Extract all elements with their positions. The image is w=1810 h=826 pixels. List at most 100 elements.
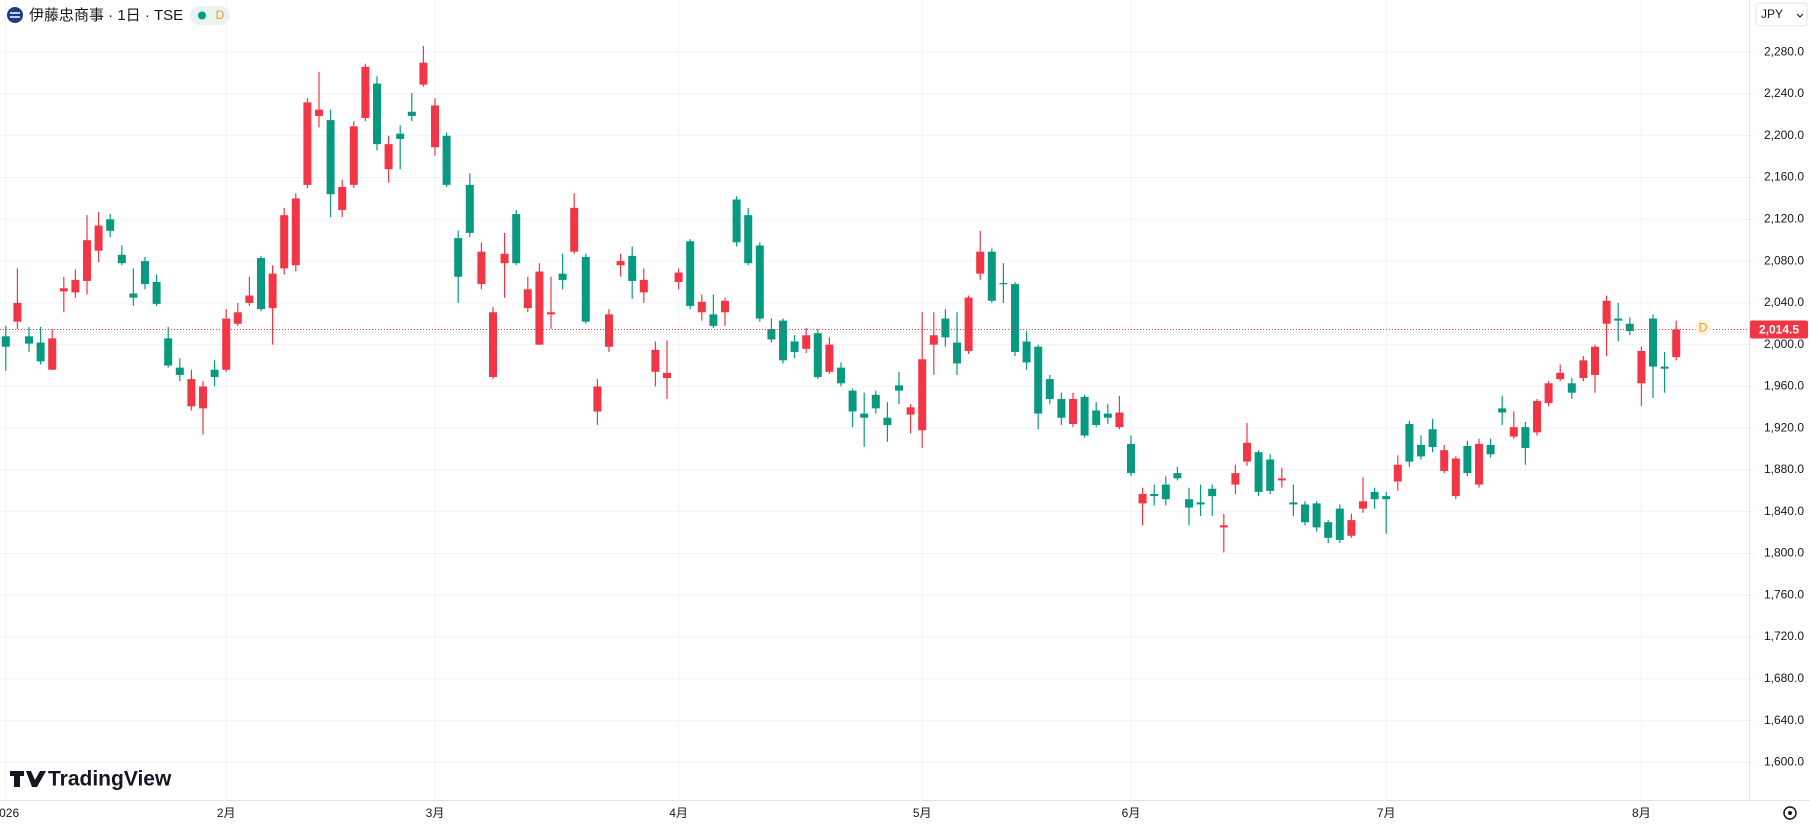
badge: D: [216, 8, 225, 22]
candle-body: [674, 272, 683, 282]
candle-body: [976, 251, 985, 274]
candle-body: [1301, 504, 1309, 523]
gear-center: [1788, 811, 1792, 815]
candle-body: [1, 336, 10, 347]
candle-body: [419, 62, 428, 85]
candle-body: [373, 83, 381, 145]
candle-body: [315, 109, 323, 116]
candle-body: [141, 261, 149, 285]
candle-body: [1092, 410, 1101, 426]
brand-name: TradingView: [48, 768, 172, 791]
y-tick-label: 2,000.0: [1764, 337, 1804, 351]
candle-body: [1359, 501, 1367, 509]
candle-body: [1544, 383, 1553, 404]
candle-body: [1382, 496, 1391, 500]
candle-body: [1057, 398, 1066, 418]
candle-body: [1208, 488, 1217, 497]
candle-body: [1254, 452, 1263, 492]
candle-body: [929, 335, 938, 345]
candle-body: [1231, 473, 1240, 485]
candle-body: [349, 126, 358, 185]
legend[interactable]: 伊藤忠商事 · 1日 · TSE D: [7, 6, 230, 25]
candle-body: [1069, 398, 1077, 425]
candle-body: [732, 199, 741, 243]
candle-body: [512, 214, 521, 264]
candle-body: [1567, 383, 1576, 393]
candle-body: [1080, 396, 1089, 436]
candle-body: [233, 312, 242, 324]
candle-body: [1347, 520, 1356, 536]
y-tick-label: 1,720.0: [1764, 629, 1804, 643]
candle-body: [1266, 459, 1275, 491]
candle-body: [500, 253, 509, 264]
x-tick-label: 8月: [1632, 806, 1651, 820]
last-price-box: [1750, 320, 1808, 339]
candle-body: [871, 394, 880, 409]
candle-body: [1277, 478, 1286, 481]
candle-body: [987, 251, 996, 301]
candle-body: [1463, 445, 1472, 474]
currency-button[interactable]: JPY: [1755, 2, 1808, 27]
candle-body: [291, 198, 300, 266]
candle-body: [13, 302, 22, 322]
candle-body: [1161, 484, 1170, 500]
candle-body: [442, 135, 451, 185]
y-tick-label: 1,640.0: [1764, 713, 1804, 727]
candle-body: [1428, 429, 1437, 447]
candle-body: [848, 390, 857, 412]
candle-body: [407, 111, 416, 116]
x-tick-label: 7月: [1377, 806, 1396, 820]
candle-body: [36, 342, 45, 362]
candle-body: [1602, 300, 1611, 324]
y-tick-label: 2,120.0: [1764, 211, 1804, 225]
candle-body: [964, 297, 973, 351]
y-tick-label: 1,920.0: [1764, 420, 1804, 434]
y-tick-label: 1,600.0: [1764, 755, 1804, 769]
candle-body: [1405, 424, 1414, 462]
candle-body: [431, 105, 439, 148]
candle-body: [697, 301, 706, 313]
candle-body: [686, 241, 695, 307]
candle-body: [199, 386, 207, 409]
candle-body: [59, 288, 68, 292]
candle-body: [152, 281, 161, 304]
candle-body: [790, 341, 799, 352]
candle-body: [164, 338, 173, 366]
candle-body: [1011, 284, 1019, 352]
candle-body: [547, 312, 555, 315]
candle-body: [106, 219, 115, 231]
candle-body: [802, 335, 811, 349]
candle-body: [663, 372, 671, 379]
candle-body: [1533, 401, 1541, 433]
candle-body: [1022, 341, 1031, 363]
candle-body: [222, 318, 231, 370]
candle-body: [1509, 427, 1518, 437]
x-tick-label: 5月: [913, 806, 932, 820]
candle-body: [1150, 493, 1159, 497]
candle-body: [813, 333, 822, 378]
settings-button[interactable]: [1783, 806, 1797, 820]
candle-body: [1498, 408, 1507, 413]
y-tick-label: 1,680.0: [1764, 671, 1804, 685]
status-pill: [190, 6, 230, 25]
candle-body: [1672, 329, 1681, 358]
candle-body: [1034, 346, 1043, 414]
x-tick-label: 6月: [1122, 806, 1141, 820]
candle-body: [454, 238, 463, 277]
candle-body: [48, 338, 57, 370]
chevron: [1796, 13, 1804, 18]
y-tick-label: 2,280.0: [1764, 44, 1804, 58]
candle-body: [384, 144, 393, 170]
symbol-icon: [7, 7, 23, 23]
candle-body: [245, 295, 254, 303]
candle-body: [744, 215, 753, 264]
candle-body: [860, 413, 869, 418]
candle-body: [1579, 360, 1588, 379]
candle-body: [303, 102, 312, 185]
brand: TradingView: [10, 768, 172, 791]
candle-body: [1556, 372, 1565, 380]
status-dot: [198, 11, 206, 20]
candle-body: [175, 367, 184, 375]
